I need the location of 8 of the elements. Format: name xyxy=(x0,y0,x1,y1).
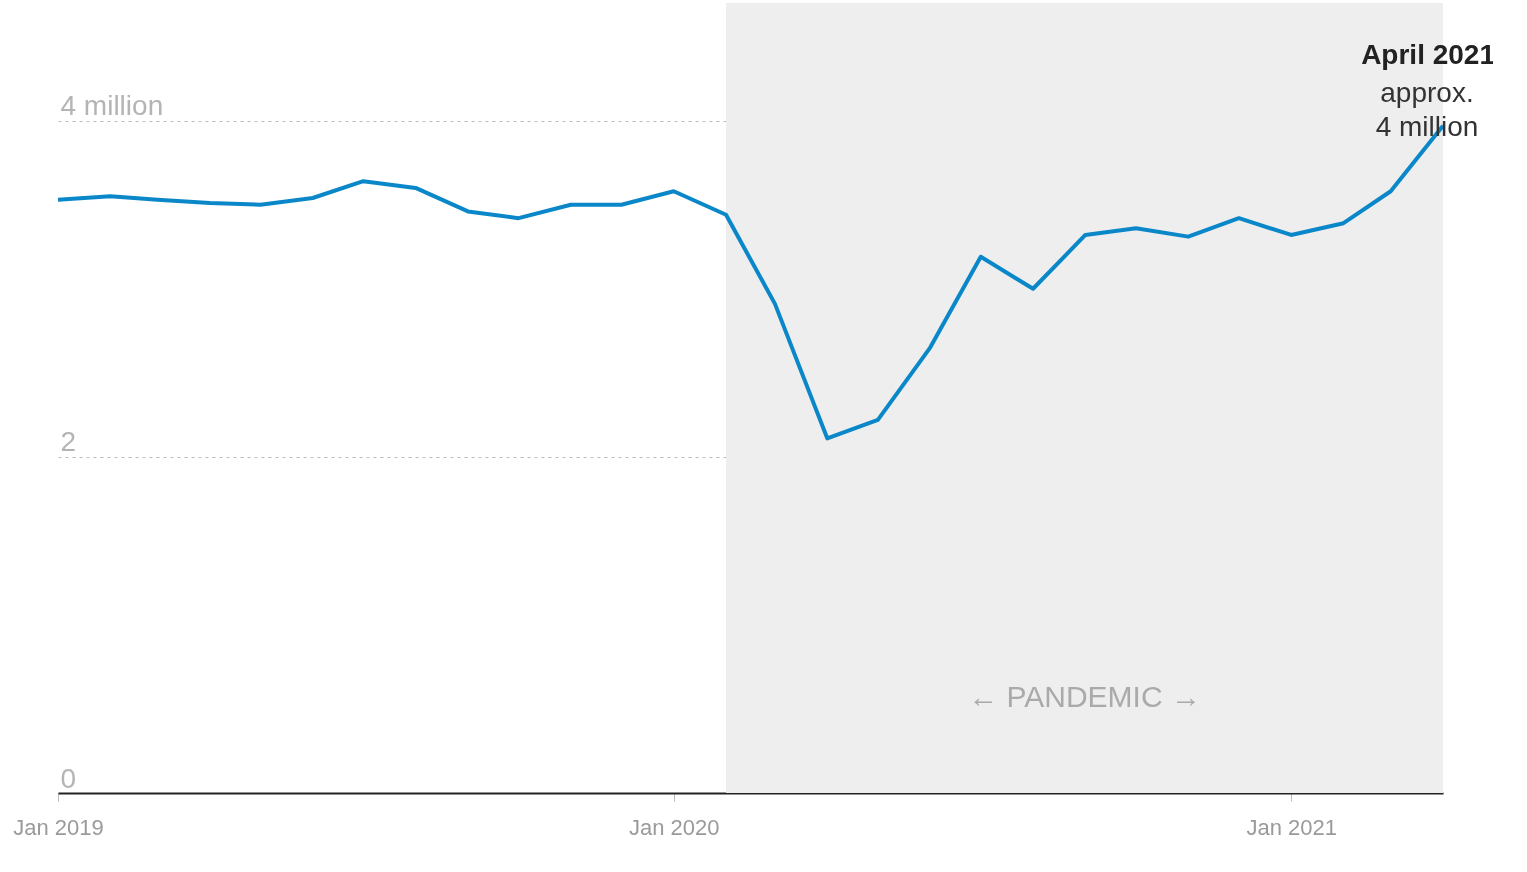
annotation: approx. 4 million xyxy=(1375,76,1479,142)
x-tick-label: Jan 2019 xyxy=(13,814,104,840)
band-label: ← PANDEMIC → xyxy=(968,680,1201,713)
y-tick-label: 0 xyxy=(60,762,77,794)
x-tick-label: Jan 2020 xyxy=(628,814,720,840)
y-tick-label: 4 million xyxy=(60,90,164,122)
y-tick-label: 2 xyxy=(60,426,77,458)
x-tick-label: Jan 2021 xyxy=(1246,814,1337,840)
